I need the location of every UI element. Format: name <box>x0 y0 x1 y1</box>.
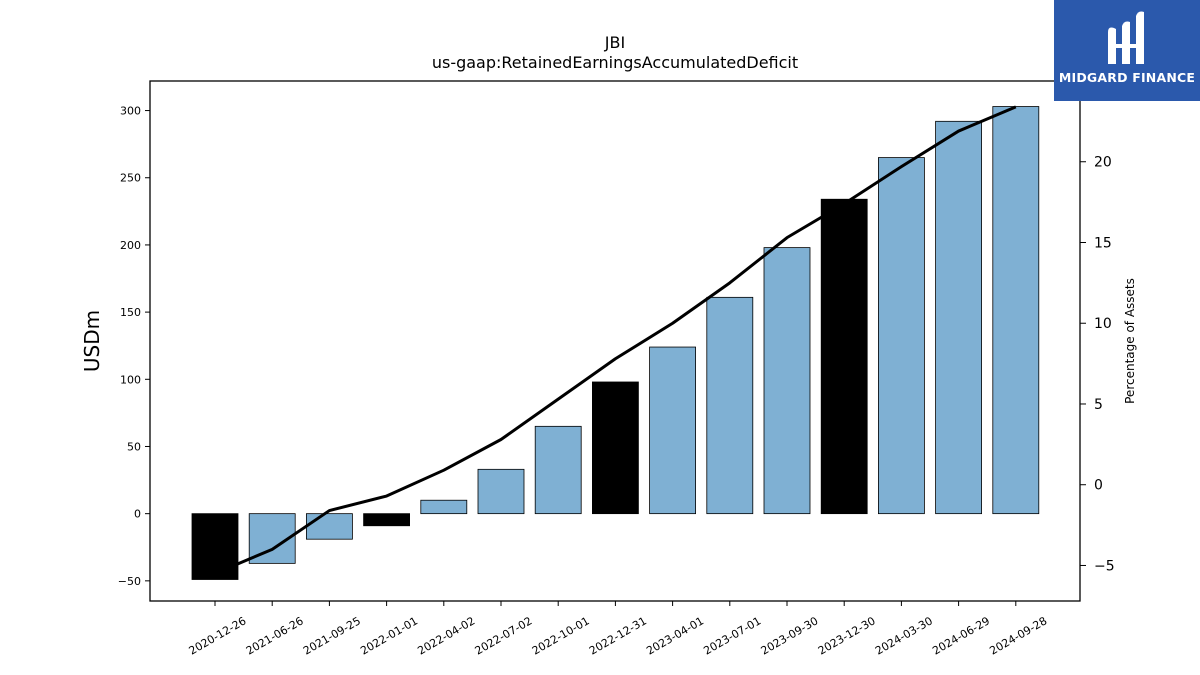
y-tick-label: 50 <box>127 440 141 453</box>
x-tick-label: 2020-12-26 <box>187 614 249 657</box>
logo-text: MIDGARD FINANCE <box>1058 70 1196 85</box>
x-tick-label: 2024-06-29 <box>930 614 992 657</box>
bar <box>191 513 239 580</box>
right-axis: −5 0 5 10 15 20 <box>1080 155 1115 574</box>
y-axis-label: USDm <box>80 310 104 372</box>
x-tick-label: 2022-07-02 <box>473 614 535 657</box>
bar <box>706 296 754 515</box>
brand-logo: MIDGARD FINANCE <box>1054 0 1200 101</box>
chart-title: JBI <box>604 33 625 52</box>
bar <box>305 513 353 540</box>
y2-tick-label: 5 <box>1094 397 1103 413</box>
midgard-logo-icon <box>1108 11 1144 64</box>
x-tick-label: 2022-04-02 <box>415 614 477 657</box>
x-tick-label: 2024-09-28 <box>987 614 1049 657</box>
bar <box>420 499 468 515</box>
percentage-line <box>214 105 1017 575</box>
y2-tick-label: 0 <box>1094 478 1103 494</box>
left-axis: −50 0 50 100 150 200 250 300 <box>118 105 150 588</box>
y2-tick-label: 15 <box>1094 235 1112 251</box>
bar <box>992 106 1040 515</box>
x-tick-label: 2022-12-31 <box>587 614 649 657</box>
bar <box>935 120 982 515</box>
x-tick-label: 2023-07-01 <box>701 614 763 657</box>
x-tick-label: 2024-03-30 <box>873 614 935 657</box>
y-tick-label: 200 <box>120 239 141 252</box>
bar <box>363 513 411 527</box>
y-tick-label: 0 <box>134 508 141 521</box>
bar <box>878 157 925 515</box>
y-tick-label: −50 <box>118 575 141 588</box>
bar <box>534 425 582 515</box>
y-tick-label: 100 <box>120 373 141 386</box>
x-tick-label: 2023-04-01 <box>644 614 706 657</box>
bar <box>649 346 696 515</box>
y2-axis-label: Percentage of Assets <box>1123 278 1137 404</box>
x-tick-label: 2021-09-25 <box>301 614 363 657</box>
y2-tick-label: 20 <box>1094 155 1112 171</box>
y-tick-label: 250 <box>120 172 141 185</box>
bar <box>763 247 811 515</box>
y-tick-label: 300 <box>120 105 141 118</box>
x-tick-label: 2023-09-30 <box>759 614 821 657</box>
y-tick-label: 150 <box>120 306 141 319</box>
bar <box>477 468 525 515</box>
y2-tick-label: −5 <box>1094 558 1115 574</box>
x-tick-label: 2022-10-01 <box>530 614 592 657</box>
chart-subtitle: us-gaap:RetainedEarningsAccumulatedDefic… <box>432 53 798 72</box>
x-tick-label: 2022-01-01 <box>358 614 420 657</box>
bar <box>592 381 639 515</box>
x-axis: 2020-12-262021-06-262021-09-252022-01-01… <box>187 601 1049 658</box>
bar <box>820 198 868 515</box>
line-group <box>214 105 1017 575</box>
bar-group <box>191 106 1040 580</box>
x-tick-label: 2021-06-26 <box>244 614 306 657</box>
y2-tick-label: 10 <box>1094 316 1112 332</box>
x-tick-label: 2023-12-30 <box>816 614 878 657</box>
